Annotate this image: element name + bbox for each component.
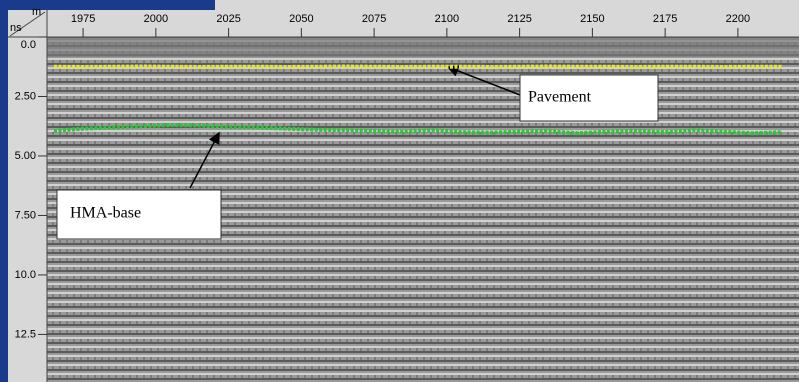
annotation: Pavement	[528, 89, 592, 106]
x-tick-label: 2125	[507, 13, 531, 25]
x-tick-label: 2050	[289, 13, 313, 25]
annotation: HMA-base	[70, 205, 141, 222]
y-tick-label: 7.50	[15, 209, 36, 221]
x-tick-label: 2025	[216, 13, 240, 25]
y-tick-label: 10.0	[15, 269, 36, 281]
y-tick-label: 2.50	[15, 90, 36, 102]
x-axis-unit: m	[32, 6, 41, 18]
y-tick-label: 5.00	[15, 150, 36, 162]
x-tick-label: 2000	[144, 13, 168, 25]
y-axis-unit: ns	[10, 22, 22, 34]
x-tick-label: 2100	[435, 13, 459, 25]
x-tick-label: 2175	[653, 13, 677, 25]
x-tick-label: 2150	[580, 13, 604, 25]
y-tick-label: 12.5	[15, 328, 36, 340]
y-tick-label: 0.0	[21, 39, 36, 51]
side-strip	[0, 0, 8, 382]
x-tick-label: 2075	[362, 13, 386, 25]
air-band	[47, 37, 799, 57]
x-tick-label: 1975	[71, 13, 95, 25]
x-tick-label: 2200	[726, 13, 750, 25]
radargram: m ns Pavement HMA-base 1975 2000 2025 2050 2…	[0, 0, 799, 382]
